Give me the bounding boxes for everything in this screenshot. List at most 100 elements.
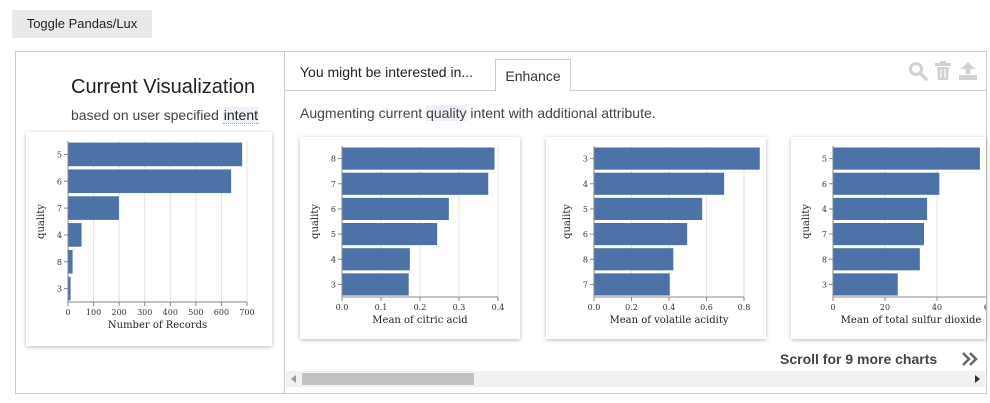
x-tick-label: 0.6 — [700, 303, 713, 312]
bar-4[interactable] — [342, 248, 410, 271]
y-tick-label: 5 — [822, 155, 827, 164]
y-tick-label: 6 — [331, 205, 336, 214]
tab-enhance[interactable]: Enhance — [495, 59, 571, 92]
x-tick-label: 20 — [880, 303, 890, 312]
y-axis-title: quality — [801, 204, 812, 239]
x-tick-label: 200 — [112, 308, 127, 317]
y-tick-label: 4 — [57, 231, 62, 240]
y-axis-title: quality — [310, 204, 321, 239]
current-visualization-subtitle: based on user specified intent — [71, 107, 260, 124]
bar-8[interactable] — [342, 147, 495, 170]
current-chart-card[interactable]: 5 6 7 4 8 3 0 100 200 300 400 500 600 700 Number of Re… — [26, 132, 272, 346]
upload-icon[interactable] — [958, 61, 978, 81]
x-tick-label: 600 — [214, 308, 229, 317]
bar-5[interactable] — [594, 197, 703, 220]
y-axis-title: quality — [562, 204, 573, 239]
bar-5[interactable] — [342, 223, 438, 246]
desc-prefix: Augmenting current — [300, 105, 427, 121]
intent-tooltip-word[interactable]: intent — [222, 107, 260, 124]
bar-3[interactable] — [68, 276, 71, 301]
y-tick-label: 6 — [822, 180, 827, 189]
y-tick-label: 8 — [583, 255, 588, 264]
y-tick-label: 4 — [822, 205, 827, 214]
x-axis-title: Mean of volatile acidity — [609, 315, 728, 326]
scroll-right-arrow-icon[interactable] — [973, 375, 981, 383]
current-visualization-panel: Current Visualization based on user spec… — [16, 52, 284, 393]
bar-6[interactable] — [833, 172, 940, 195]
scroll-left-arrow-icon[interactable] — [290, 375, 298, 383]
bar-3[interactable] — [342, 273, 409, 296]
bar-4[interactable] — [68, 223, 82, 247]
double-chevron-right-icon[interactable] — [961, 350, 979, 368]
y-tick-label: 4 — [583, 180, 588, 189]
y-tick-label: 8 — [822, 255, 827, 264]
bar-8[interactable] — [68, 249, 73, 274]
y-tick-label: 6 — [583, 230, 588, 239]
bar-5[interactable] — [68, 142, 243, 167]
bar-6[interactable] — [594, 223, 688, 246]
current-chart: 5 6 7 4 8 3 0 100 200 300 400 500 600 700 Number of Re… — [36, 141, 255, 331]
bar-7[interactable] — [342, 172, 489, 195]
desc-quality-word: quality — [426, 105, 467, 121]
horizontal-scrollbar[interactable] — [286, 371, 985, 387]
x-tick-label: 400 — [163, 308, 178, 317]
bar-6[interactable] — [342, 197, 449, 220]
y-tick-label: 5 — [583, 205, 588, 214]
y-tick-label: 8 — [57, 258, 62, 267]
x-tick-label: 0.4 — [492, 303, 505, 312]
x-axis-title: Mean of citric acid — [372, 315, 468, 326]
y-tick-label: 5 — [57, 150, 62, 159]
y-tick-label: 3 — [583, 155, 588, 164]
search-icon[interactable] — [908, 61, 928, 81]
rec-chart-card-3[interactable]: 5 6 4 7 8 3 0 20 40 60Mean of total sulfur dioxid… — [791, 137, 986, 339]
bar-4[interactable] — [833, 197, 928, 220]
toggle-pandas-lux-button[interactable]: Toggle Pandas/Lux — [12, 10, 152, 38]
panel-divider — [284, 52, 285, 393]
y-tick-label: 7 — [57, 204, 62, 213]
x-tick-label: 40 — [932, 303, 942, 312]
lux-widget: Current Visualization based on user spec… — [15, 51, 987, 394]
y-tick-label: 3 — [57, 285, 62, 294]
y-axis-title: quality — [36, 204, 47, 239]
bar-8[interactable] — [833, 248, 920, 271]
x-tick-label: 0 — [830, 303, 835, 312]
y-tick-label: 3 — [822, 280, 827, 289]
x-axis-title: Mean of total sulfur dioxide — [841, 315, 982, 326]
rec-chart-card-1[interactable]: 8 7 6 5 4 3 0.0 0.1 0.2 0.3 0.4 Mean of citric acid… — [300, 137, 520, 339]
x-tick-label: 0.0 — [588, 303, 601, 312]
bar-4[interactable] — [594, 172, 725, 195]
bar-7[interactable] — [68, 196, 119, 220]
bar-3[interactable] — [833, 273, 898, 296]
desc-suffix: intent with additional attribute. — [466, 105, 656, 121]
scroll-more-charts-text: Scroll for 9 more charts — [780, 351, 938, 367]
y-tick-label: 4 — [331, 255, 336, 264]
y-tick-label: 7 — [583, 280, 588, 289]
rec-chart-3: 5 6 4 7 8 3 0 20 40 60Mean of total sulfur dioxid… — [801, 146, 986, 326]
x-tick-label: 0.1 — [375, 303, 388, 312]
bar-7[interactable] — [833, 223, 924, 246]
x-tick-label: 0.3 — [453, 303, 466, 312]
x-tick-label: 0.4 — [663, 303, 676, 312]
bar-3[interactable] — [594, 147, 760, 170]
x-tick-label: 0.2 — [625, 303, 638, 312]
x-tick-label: 500 — [188, 308, 203, 317]
recommendation-panel: You might be interested in... Enhance — [285, 52, 986, 393]
rec-chart-card-2[interactable]: 3 4 5 6 8 7 0.0 0.2 0.4 0.6 0.8 Mean of volatile ac… — [546, 137, 766, 339]
y-tick-label: 5 — [331, 230, 336, 239]
trash-icon[interactable] — [934, 61, 952, 81]
bar-8[interactable] — [594, 248, 674, 271]
y-tick-label: 7 — [822, 230, 827, 239]
toolbar-icons — [908, 61, 978, 81]
rec-chart-2: 3 4 5 6 8 7 0.0 0.2 0.4 0.6 0.8 Mean of volatile ac… — [562, 146, 760, 326]
y-tick-label: 3 — [331, 280, 336, 289]
x-tick-label: 0.2 — [414, 303, 427, 312]
x-axis-title: Number of Records — [108, 320, 207, 331]
scrollbar-thumb[interactable] — [302, 373, 474, 385]
y-tick-label: 7 — [331, 180, 336, 189]
enhance-description: Augmenting current quality intent with a… — [300, 105, 656, 121]
bar-6[interactable] — [68, 169, 232, 194]
y-tick-label: 6 — [57, 177, 62, 186]
x-tick-label: 60 — [984, 303, 986, 312]
bar-7[interactable] — [594, 273, 670, 296]
bar-5[interactable] — [833, 147, 980, 170]
